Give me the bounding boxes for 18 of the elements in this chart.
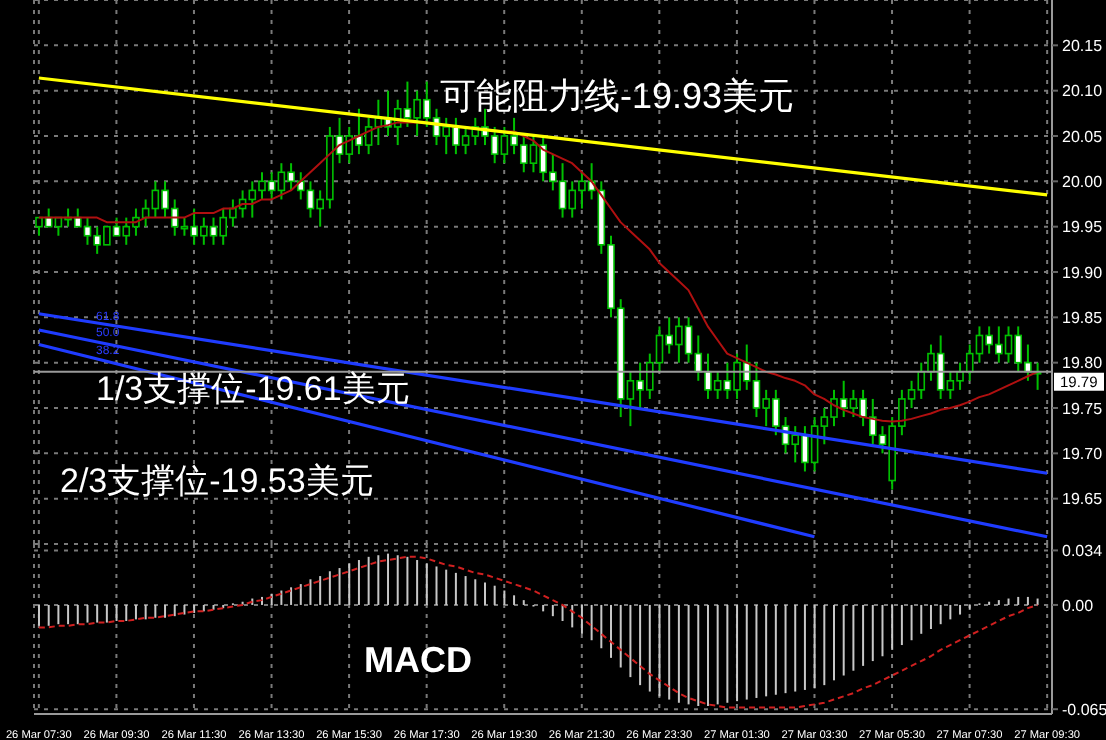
- y-tick-label: 0.00: [1062, 596, 1095, 615]
- y-tick-label: 19.65: [1062, 490, 1104, 509]
- y-tick-label: 19.85: [1062, 309, 1104, 328]
- line-series: [37, 555, 1039, 709]
- y-tick-label: 20.10: [1062, 82, 1104, 101]
- annotation: MACD: [364, 640, 472, 680]
- y-tick-label: 19.95: [1062, 218, 1104, 237]
- annotation: 可能阻力线-19.93美元: [440, 76, 795, 116]
- y-tick-label: -0.065: [1062, 700, 1106, 719]
- y-tick-label: 19.90: [1062, 263, 1104, 282]
- y-tick-label: 20.00: [1062, 173, 1104, 192]
- y-tick-label: 19.75: [1062, 399, 1104, 418]
- y-tick-label: 19.80: [1062, 354, 1104, 373]
- y-tick-label: 19.70: [1062, 445, 1104, 464]
- annotation: 2/3支撑位-19.53美元: [60, 462, 374, 500]
- y-tick-label: 0.034: [1062, 542, 1104, 561]
- y-tick-label: 20.15: [1062, 37, 1104, 56]
- y-tick-label: 20.05: [1062, 127, 1104, 146]
